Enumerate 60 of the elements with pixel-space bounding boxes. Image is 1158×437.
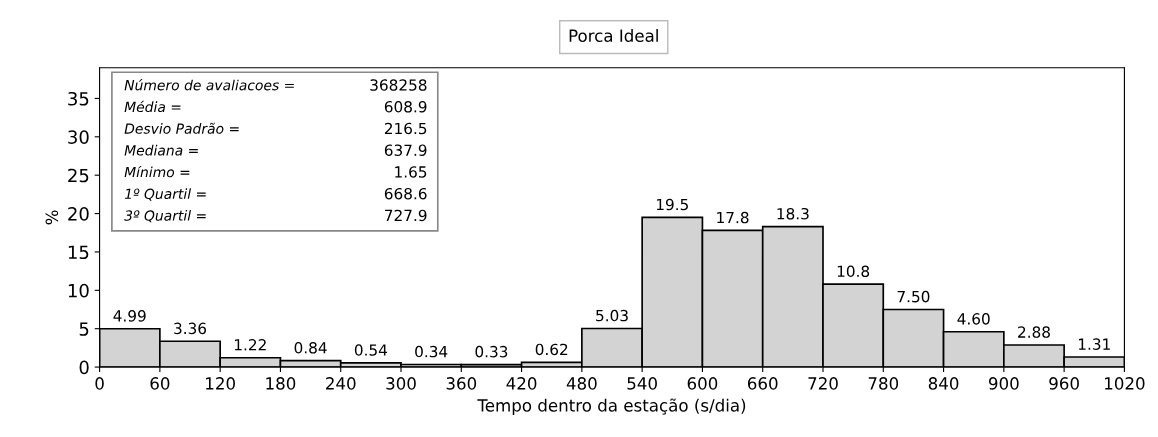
x-tick-label: 120 <box>206 377 235 390</box>
annotation: Desvio Padrão = <box>124 122 239 134</box>
annotation: 637.9 <box>384 144 427 156</box>
data-label: 0.33 <box>475 345 508 358</box>
y-tick-label: 10 <box>68 283 89 298</box>
x-axis-title: Tempo dentro da estação (s/dia) <box>477 398 746 415</box>
annotation: 1.65 <box>395 166 427 178</box>
x-tick-label: 240 <box>326 377 356 390</box>
y-tick-label: 20 <box>68 207 89 221</box>
annotation: Mínimo = <box>124 166 190 178</box>
x-tick-label: 420 <box>506 377 537 390</box>
y-tick-label: 15 <box>68 245 89 260</box>
annotation: 3º Quartil = <box>124 210 206 223</box>
y-axis-title: % <box>45 210 59 225</box>
x-tick-label: 960 <box>1049 377 1079 390</box>
data-label: 7.50 <box>897 290 930 303</box>
annotation: 727.9 <box>385 209 427 222</box>
annotation: Mediana = <box>124 144 198 156</box>
data-label: 4.60 <box>957 313 990 325</box>
data-label: 3.36 <box>174 322 207 335</box>
annotation: Número de avaliacoes = <box>124 79 294 91</box>
annotation: 1º Quartil = <box>124 188 206 201</box>
x-tick-label: 540 <box>627 377 657 390</box>
data-label: 19.5 <box>656 198 688 211</box>
data-label: 0.84 <box>294 341 327 354</box>
data-label: 17.8 <box>717 211 749 224</box>
y-tick-label: 30 <box>68 130 89 144</box>
data-label: 4.99 <box>113 310 146 322</box>
data-label: 0.34 <box>415 345 448 358</box>
data-label: 18.3 <box>777 207 809 220</box>
y-tick-label: 25 <box>68 168 89 183</box>
x-tick-label: 360 <box>446 377 477 390</box>
y-tick-label: 5 <box>79 322 89 336</box>
data-label: 10.8 <box>837 265 870 278</box>
x-tick-label: 660 <box>747 377 778 390</box>
x-tick-label: 780 <box>868 377 899 390</box>
annotation: 368258 <box>370 79 427 91</box>
data-label: 2.88 <box>1018 326 1050 338</box>
data-label: 5.03 <box>596 309 628 322</box>
x-tick-label: 480 <box>566 377 597 390</box>
x-tick-label: 300 <box>386 377 416 390</box>
chart-title: Porca Ideal <box>569 29 658 42</box>
x-tick-label: 600 <box>687 377 718 390</box>
data-label: 1.22 <box>234 339 266 351</box>
x-tick-label: 0 <box>95 377 104 390</box>
data-label: 0.62 <box>535 343 568 356</box>
annotation: 216.5 <box>384 122 427 135</box>
y-tick-label: 0 <box>79 360 89 375</box>
annotation: 608.9 <box>384 100 427 113</box>
x-tick-label: 60 <box>150 377 170 390</box>
x-tick-label: 1020 <box>1105 377 1145 390</box>
x-tick-label: 840 <box>928 377 959 390</box>
y-tick-label: 35 <box>68 91 89 106</box>
x-tick-label: 720 <box>808 377 838 390</box>
data-label: 0.54 <box>354 344 388 356</box>
annotation: 668.6 <box>384 187 427 200</box>
data-label: 1.31 <box>1078 338 1110 350</box>
annotation: Média = <box>124 100 181 113</box>
x-tick-label: 180 <box>266 377 296 390</box>
x-tick-label: 900 <box>988 377 1019 390</box>
